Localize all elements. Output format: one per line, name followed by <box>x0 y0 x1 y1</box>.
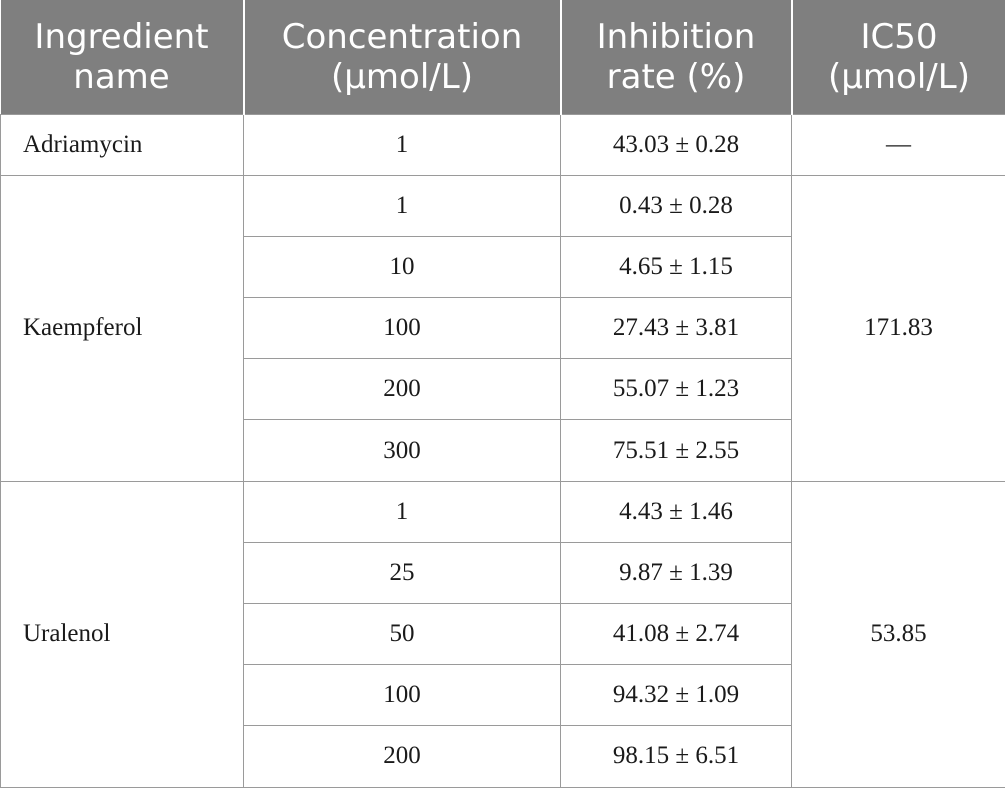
concentration-cell: 1 <box>243 480 561 543</box>
concentration-cell: 10 <box>243 235 561 299</box>
data-table: Ingredient name Concentration (μmol/L) I… <box>0 0 1005 788</box>
table-row: Uralenol 1 4.43 ± 1.46 53.85 <box>0 480 1005 788</box>
inhibition-cell: 55.07 ± 1.23 <box>560 358 792 421</box>
table-row: 200 98.15 ± 6.51 <box>1 725 1005 788</box>
concentration-cell: 1 <box>243 174 561 237</box>
concentration-cell: 50 <box>243 602 561 666</box>
inhibition-cell: 98.15 ± 6.51 <box>560 725 792 788</box>
header-text: name <box>73 56 170 97</box>
inhibition-cell: 0.43 ± 0.28 <box>560 174 792 237</box>
header-row: Ingredient name Concentration (μmol/L) I… <box>0 0 1005 114</box>
header-text: IC50 <box>860 16 938 57</box>
header-ic50: IC50 (μmol/L) <box>790 0 1005 114</box>
table-row: Kaempferol 1 0.43 ± 0.28 171.83 <box>0 174 1005 482</box>
ingredient-name-cell: Kaempferol <box>0 174 244 482</box>
inhibition-cell: 94.32 ± 1.09 <box>560 664 792 727</box>
inhibition-cell: 4.43 ± 1.46 <box>560 480 792 543</box>
concentration-cell: 200 <box>243 358 561 421</box>
header-inhibition-rate: Inhibition rate (%) <box>559 0 793 114</box>
concentration-cell: 25 <box>243 541 561 605</box>
ic50-cell: 171.83 <box>791 174 1005 482</box>
table-row: 25 9.87 ± 1.39 <box>1 541 1005 605</box>
concentration-cell: 100 <box>243 297 561 360</box>
concentration-cell: 300 <box>243 419 561 482</box>
concentration-cell: 200 <box>243 725 561 788</box>
header-text: Inhibition <box>596 16 756 57</box>
header-text: Ingredient <box>34 16 209 57</box>
inhibition-cell: 75.51 ± 2.55 <box>560 419 792 482</box>
table-row: 100 94.32 ± 1.09 <box>1 664 1005 727</box>
table-body: Adriamycin 1 43.03 ± 0.28 — Kaempferol 1… <box>0 113 1005 788</box>
ic50-cell: — <box>791 113 1005 176</box>
table-row: 10 4.65 ± 1.15 <box>1 235 1005 299</box>
ingredient-name-cell: Adriamycin <box>0 113 244 176</box>
inhibition-cell: 9.87 ± 1.39 <box>560 541 792 605</box>
table-header: Ingredient name Concentration (μmol/L) I… <box>0 0 1005 114</box>
table-row: Adriamycin 1 43.03 ± 0.28 — <box>0 113 1005 176</box>
inhibition-cell: 4.65 ± 1.15 <box>560 235 792 299</box>
header-text: rate (%) <box>606 56 746 97</box>
inhibition-cell: 41.08 ± 2.74 <box>560 602 792 666</box>
ingredient-name-cell: Uralenol <box>0 480 244 788</box>
header-text: (μmol/L) <box>828 56 970 97</box>
inhibition-cell: 43.03 ± 0.28 <box>560 113 792 176</box>
header-concentration: Concentration (μmol/L) <box>242 0 562 114</box>
table-row: 50 41.08 ± 2.74 <box>1 602 1005 666</box>
concentration-cell: 100 <box>243 664 561 727</box>
header-text: Concentration <box>281 16 523 57</box>
header-ingredient-name: Ingredient name <box>0 0 245 114</box>
ic50-cell: 53.85 <box>791 480 1005 788</box>
inhibition-cell: 27.43 ± 3.81 <box>560 297 792 360</box>
header-text: (μmol/L) <box>331 56 473 97</box>
concentration-cell: 1 <box>243 113 561 176</box>
